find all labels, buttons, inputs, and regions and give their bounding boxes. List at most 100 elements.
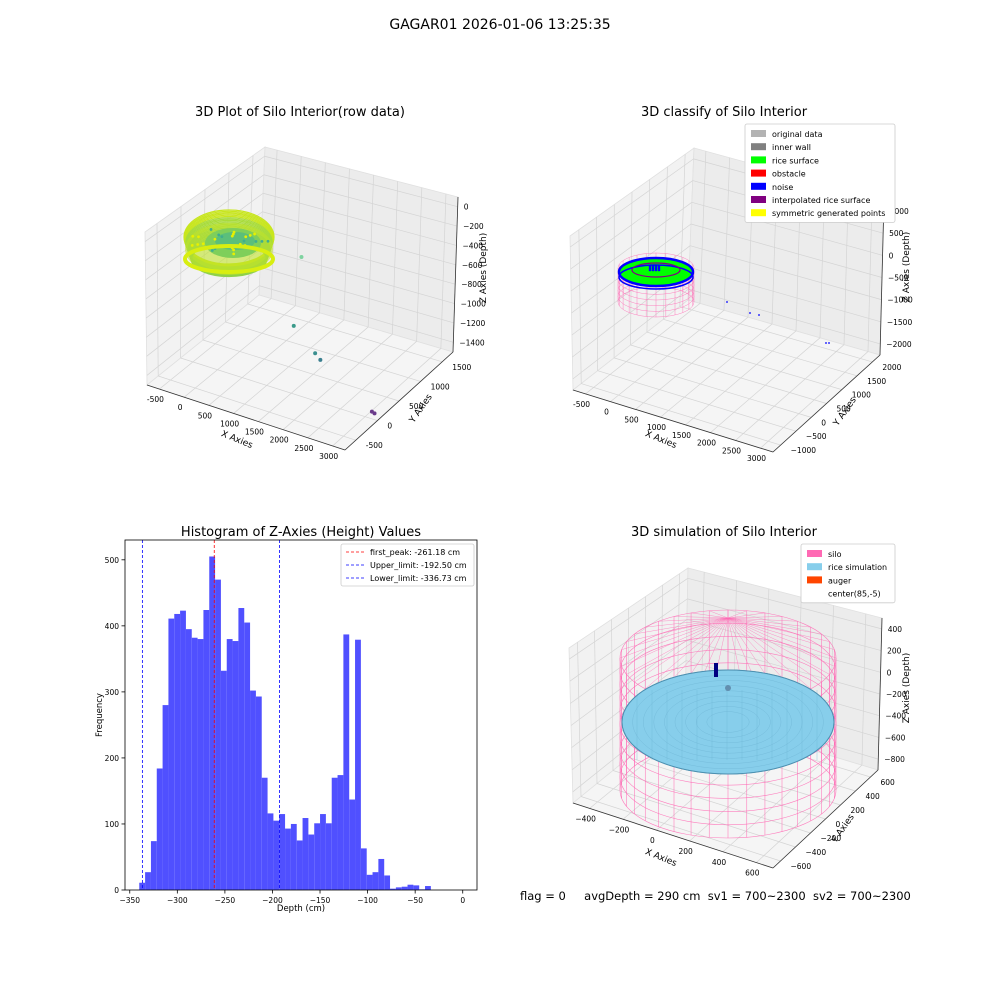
x-tick-label: −250	[215, 896, 236, 905]
y-gridline	[202, 339, 400, 402]
z-tick-label: 0	[889, 251, 894, 260]
x-axis-line	[572, 802, 774, 869]
z-gridline	[690, 245, 882, 300]
z-gridline	[262, 211, 456, 266]
rice-surface	[617, 256, 695, 288]
z-gridline	[686, 619, 881, 673]
scatter-point	[291, 323, 296, 328]
x-axis-line	[146, 384, 346, 451]
z-gridline	[572, 288, 689, 380]
x-tick-label: 2500	[722, 446, 741, 455]
legend-swatch	[751, 156, 766, 164]
y-tick-label: 200	[851, 806, 866, 815]
histogram-bar	[150, 841, 157, 890]
silo-roof-line	[727, 617, 811, 690]
legend-entry: interpolated rice surface	[772, 196, 870, 205]
scatter-point	[318, 357, 323, 362]
z-gridline	[688, 288, 881, 345]
cluster-point	[191, 234, 195, 238]
histogram-bar	[331, 777, 338, 890]
z-gridline	[569, 577, 688, 660]
z-gridline	[689, 267, 881, 323]
z-axis-label: Z Axies (Depth)	[479, 233, 489, 304]
rice-mesh-ring	[632, 675, 824, 769]
histogram-bar	[273, 820, 280, 890]
y-tick-label: 200	[105, 754, 120, 763]
histogram-bar	[279, 814, 286, 890]
x-tick-label: -500	[147, 395, 164, 404]
y-tick-label: 500	[837, 405, 852, 414]
histogram-bar	[378, 858, 385, 890]
legend-entry: obstacle	[772, 170, 806, 179]
z-gridline	[260, 248, 455, 304]
noise-point	[648, 266, 652, 270]
cluster-point	[260, 239, 264, 243]
cluster-point	[244, 235, 248, 239]
silo-roof-line	[621, 617, 729, 650]
x-tick-label: 1500	[672, 431, 691, 440]
y-axis-line	[772, 354, 881, 453]
x-gridline-wall	[392, 181, 399, 335]
cluster-point	[217, 233, 221, 237]
y-gridline	[613, 357, 812, 418]
histogram-bar	[215, 579, 221, 890]
legend-entry: original data	[772, 130, 823, 139]
x-tick-label: 0	[604, 408, 609, 417]
legend-swatch	[751, 130, 766, 137]
cluster-point	[248, 234, 252, 237]
y-gridline	[581, 383, 781, 446]
z-gridline	[687, 577, 882, 630]
y-gridline	[158, 375, 356, 441]
histogram-bar	[337, 775, 344, 890]
z-tick-label: −1000	[887, 296, 913, 305]
y-gridline	[612, 770, 811, 834]
x-tick-label: −350	[119, 896, 140, 905]
center-marker	[725, 685, 731, 691]
rice-mesh-ring	[685, 701, 771, 743]
legend-entry: Lower_limit: -336.73 cm	[370, 574, 467, 583]
y-tick-label: -500	[366, 441, 383, 450]
interpolated-surface	[631, 262, 681, 278]
cluster-point	[242, 239, 246, 243]
z-gridline	[264, 155, 458, 208]
x-tick-label: 3000	[319, 452, 338, 461]
z-gridline	[569, 598, 688, 682]
histogram-bar	[325, 823, 332, 890]
noise-point	[749, 312, 751, 314]
silo-roof-line	[727, 617, 811, 628]
legend-entry: silo	[828, 550, 842, 559]
y-axis-line	[344, 351, 454, 451]
noise-point	[651, 264, 655, 268]
scatter-point	[313, 351, 318, 356]
z-gridline	[570, 158, 694, 248]
rice-mesh-ring	[696, 706, 760, 738]
x-tick-label: −100	[357, 896, 378, 905]
z-tick-label: −1400	[459, 338, 485, 347]
cluster-point	[197, 235, 200, 239]
silo-roof-line	[621, 617, 729, 667]
y-tick-label: 1500	[867, 377, 886, 386]
cluster-rim	[183, 244, 275, 274]
histogram-bar	[238, 608, 245, 890]
x-tick-label: 0	[178, 403, 183, 412]
histogram-bar	[209, 556, 216, 890]
z-tick-label: −1200	[460, 319, 486, 328]
cluster-point	[196, 243, 200, 246]
rice-mesh-ring	[706, 711, 750, 733]
silo-roof-line	[691, 612, 729, 619]
legend-box	[744, 123, 896, 223]
x-tick-label: 0	[650, 836, 655, 845]
y-axis-line	[772, 769, 879, 869]
histogram-bar	[168, 618, 175, 890]
y-tick-label: −1000	[791, 446, 817, 455]
histogram-bar	[244, 622, 251, 890]
y-tick-label: 400	[866, 792, 881, 801]
sv1-value: sv1 = 700~2300	[707, 889, 806, 903]
legend-entry: first_peak: -261.18 cm	[370, 548, 460, 557]
z-gridline	[686, 639, 881, 695]
silo-roof-line	[634, 617, 729, 683]
legend-entry: center(85,-5)	[828, 590, 881, 599]
y-tick-label: −200	[821, 834, 842, 843]
cluster-point	[210, 249, 214, 252]
y-tick-label: 100	[105, 820, 120, 829]
